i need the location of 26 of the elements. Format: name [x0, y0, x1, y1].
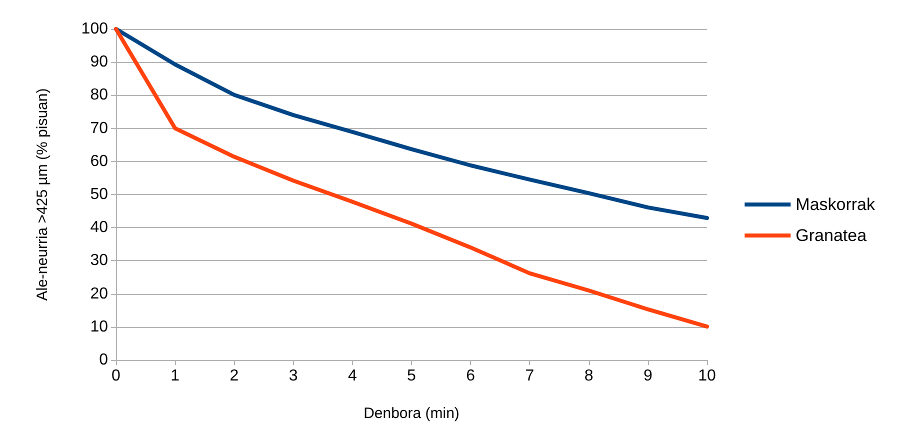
- y-tick-label: 70: [90, 120, 108, 137]
- x-tick-label: 8: [584, 368, 594, 384]
- y-axis-title: Ale-neurria >425 µm (% pisuan): [34, 88, 51, 301]
- x-tick-label: 3: [288, 368, 298, 384]
- x-axis-title: Denbora (min): [364, 405, 460, 422]
- y-tick-label: 60: [90, 152, 108, 170]
- y-tick-label: 100: [81, 20, 108, 38]
- y-tick-label: 0: [99, 352, 108, 368]
- x-tick-label: 6: [466, 368, 476, 384]
- legend-label: Maskorrak: [796, 195, 876, 214]
- x-tick-label: 2: [230, 368, 239, 384]
- y-tick-label: 50: [90, 186, 108, 203]
- y-tick-label: 30: [90, 252, 108, 270]
- y-tick-label: 80: [90, 86, 108, 104]
- x-tick-label: 4: [348, 368, 357, 384]
- legend-label: Granatea: [796, 226, 868, 245]
- x-tick-label: 0: [112, 368, 121, 384]
- y-tick-label: 90: [90, 54, 108, 71]
- y-tick-label: 10: [90, 318, 108, 336]
- x-tick-label: 9: [643, 368, 652, 384]
- x-tick-label: 1: [170, 368, 180, 384]
- x-tick-label: 5: [407, 368, 416, 384]
- x-tick-label: 10: [698, 368, 716, 384]
- y-tick-label: 40: [90, 219, 108, 236]
- x-tick-label: 7: [525, 368, 534, 384]
- y-tick-label: 20: [90, 285, 108, 302]
